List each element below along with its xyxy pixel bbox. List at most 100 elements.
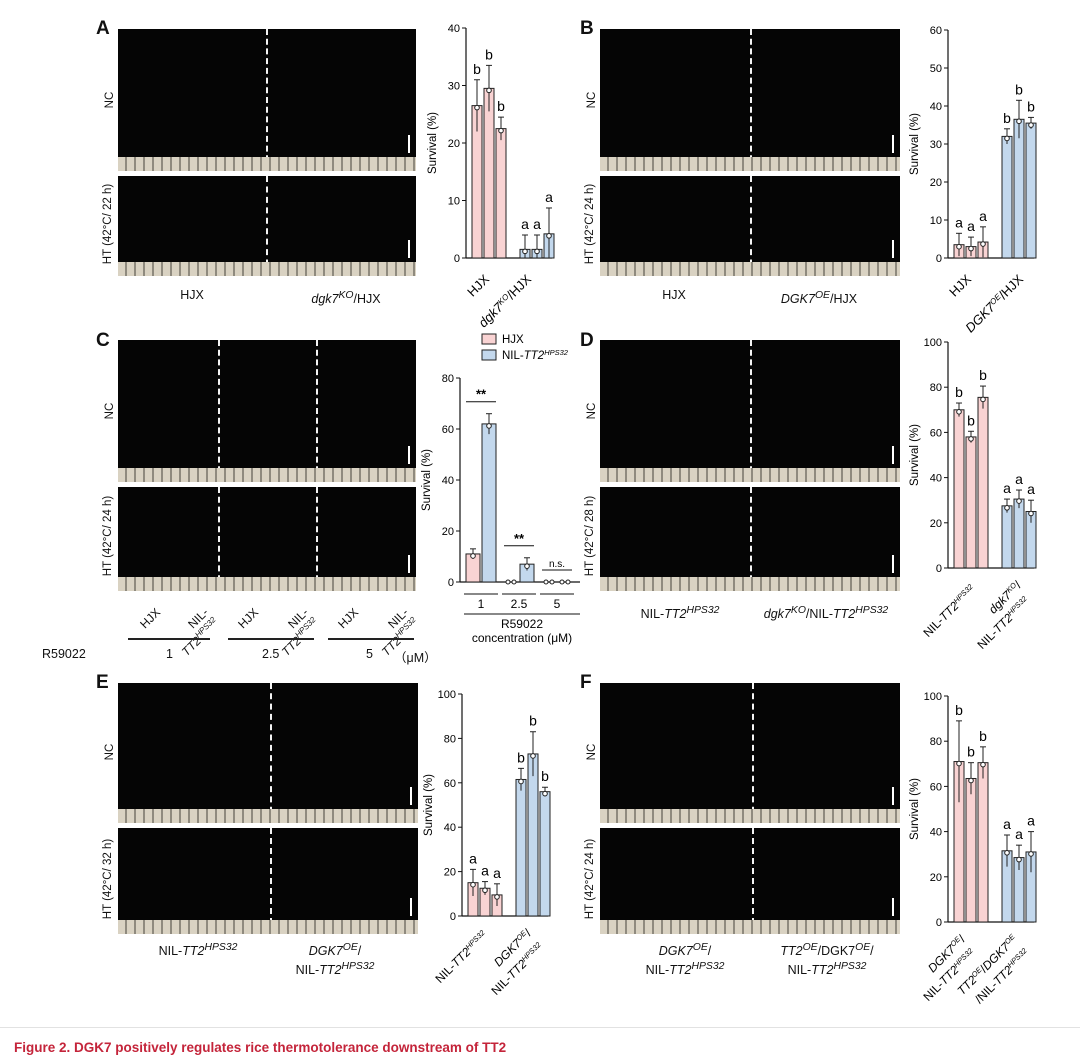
photo-f-nc — [600, 683, 900, 823]
row-label-f-ht: HT (42°C/ 24 h) — [584, 838, 596, 920]
chart-d-ytick-label-2: 40 — [930, 473, 942, 485]
conc-bar-1 — [128, 638, 210, 640]
chart-e-xlabel-1: NIL-TT2HPS32 — [432, 927, 491, 986]
conc-label-2: 2.5 — [262, 647, 280, 661]
chart-d-bar-0-0 — [953, 409, 965, 569]
chart-e-letter-1-0: b — [517, 749, 525, 765]
chart-d-bar-1-2-point — [1028, 510, 1034, 517]
panel-letter-a: A — [96, 18, 110, 39]
chart-b-ylabel: Survival (%) — [909, 113, 921, 175]
chart-f-ytick-label-5: 100 — [924, 691, 942, 703]
chart-f-ytick-label-1: 20 — [930, 872, 942, 884]
chart-f-bar-1-2-point — [1028, 851, 1034, 857]
row-label-e-ht: HT (42°C/ 32 h) — [102, 838, 114, 920]
chart-b-bar-1-2-point — [1028, 122, 1034, 128]
panel-letter-b: B — [580, 18, 594, 39]
chart-b-letter-0-2: a — [979, 208, 987, 224]
chart-a-letter-1-2: a — [545, 189, 553, 205]
chart-b-ytick-label-6: 60 — [930, 25, 942, 37]
chart-f-letter-0-0: b — [955, 702, 963, 718]
chart-a-bar-0-2 — [495, 128, 507, 259]
chart-c-bar-0-1-point — [486, 423, 492, 429]
chart-e-ytick-label-0: 0 — [450, 911, 456, 923]
conc-label-1: 1 — [166, 647, 173, 661]
chart-b-bar-0-0-point — [956, 243, 962, 250]
chart-b-bar-0-2-point — [980, 241, 986, 247]
chart-e-bar-0-2-point — [494, 894, 500, 900]
group-label-a-2: dgk7KO/HJX — [311, 290, 381, 307]
group-label-a-1: HJX — [180, 288, 204, 302]
photo-c-nc — [118, 340, 416, 482]
chart-b-bar-1-1-point — [1016, 118, 1022, 125]
group-label-b-2: DGK7OE/HJX — [780, 290, 858, 307]
chart-d-letter-0-1: b — [967, 412, 975, 428]
chart-a-bar-0-2-point — [498, 127, 504, 134]
photo-c-ht — [118, 487, 416, 591]
chart-d-ytick-label-3: 60 — [930, 427, 942, 439]
chart-b-bar-0-1-point — [968, 245, 974, 252]
chart-c-bar-0-1 — [481, 423, 497, 583]
chart-f-bar-0-2-point — [980, 761, 986, 768]
row-label-a-ht: HT (42°C/ 22 h) — [102, 183, 114, 265]
chart-b-ytick-label-4: 40 — [930, 101, 942, 113]
chart-d-ytick-label-0: 0 — [936, 563, 942, 575]
chart-e-ytick-label-3: 60 — [444, 778, 456, 790]
chart-c-ytick-label-3: 60 — [442, 424, 454, 436]
group-label-f-2: TT2OE/DGK7OE/NIL-TT2HPS32 — [780, 942, 874, 978]
chart-e-bar-1-2-point — [542, 790, 548, 797]
chart-d-bar-0-1-point — [968, 436, 974, 442]
chart-d-bar-1-1-point — [1016, 498, 1022, 504]
chart-f-bar-0-2 — [977, 762, 989, 923]
conc-bar-2 — [228, 638, 314, 640]
chart-c-bar-1-1-point — [524, 563, 530, 569]
chart-d-ylabel: Survival (%) — [909, 424, 921, 486]
chart-c-ytick-label-0: 0 — [448, 577, 454, 589]
chart-c-zero-1-0-b — [511, 579, 517, 585]
chart-b-ytick-label-2: 20 — [930, 177, 942, 189]
lane-label-c-0: HJX — [137, 605, 164, 632]
chart-b-xlabel-1: HJX — [946, 271, 974, 299]
chart-c-xlabel2: concentration (μM) — [472, 631, 572, 645]
chart-a-ytick-label-2: 20 — [448, 138, 460, 150]
chart-f-ytick-label-3: 60 — [930, 781, 942, 793]
chart-a-letter-1-1: a — [533, 216, 541, 232]
chart-c-sig-1: ** — [514, 531, 525, 546]
chart-f-ytick-label-2: 40 — [930, 827, 942, 839]
chart-a-bar-0-1-point — [486, 87, 492, 94]
chart-a-ytick-label-1: 10 — [448, 196, 460, 208]
chart-c-zero-2-1-a — [559, 579, 565, 585]
chart-e-ytick-label-4: 80 — [444, 733, 456, 745]
chart-b-letter-1-0: b — [1003, 110, 1011, 126]
chart-f-letter-0-1: b — [967, 744, 975, 760]
row-label-d-ht: HT (42°C/ 28 h) — [584, 495, 596, 577]
chart-b-letter-1-1: b — [1015, 81, 1023, 97]
group-label-e-1: NIL-TT2HPS32 — [158, 942, 238, 959]
chart-e-bar-0-0-point — [470, 881, 476, 888]
chart-c-xlabel: R59022 — [501, 617, 543, 631]
chart-c: 0 20 40 60 80 Survival (%) HJX NIL-TT2HPS32 ** 1 *… — [421, 333, 580, 645]
group-label-d-2: dgk7KO/NIL-TT2HPS32 — [763, 605, 889, 622]
chart-b-ytick-label-1: 10 — [930, 215, 942, 227]
photo-e-nc — [118, 683, 418, 823]
chart-a-bar-1-0-point — [522, 248, 528, 255]
chart-d-letter-0-2: b — [979, 367, 987, 383]
chart-e-ytick-label-1: 20 — [444, 867, 456, 879]
chart-e-letter-1-1: b — [529, 713, 537, 729]
chart-f-bar-1-0-point — [1004, 850, 1010, 856]
chart-e-ylabel: Survival (%) — [423, 774, 435, 836]
photo-d-ht — [600, 487, 900, 591]
chart-f-letter-1-1: a — [1015, 826, 1023, 842]
chart-f-letter-1-0: a — [1003, 816, 1011, 832]
chart-e-bar-1-0 — [515, 778, 527, 917]
chart-f-bar-0-0-point — [956, 760, 962, 767]
chart-c-ytick-label-1: 20 — [442, 526, 454, 538]
chart-a-letter-0-2: b — [497, 98, 505, 114]
photo-e-ht — [118, 828, 418, 934]
panel-letter-d: D — [580, 330, 594, 351]
chart-a-xlabel-1: HJX — [464, 271, 492, 299]
row-label-c-nc: NC — [104, 402, 116, 420]
chart-e-bar-0-1-point — [482, 887, 488, 894]
chart-a-letter-0-0: b — [473, 61, 481, 77]
